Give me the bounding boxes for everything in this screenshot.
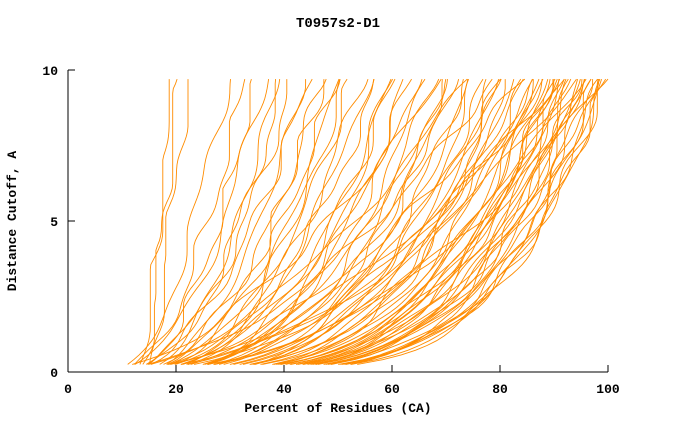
model-curve	[315, 79, 554, 365]
x-tick-label: 100	[596, 382, 620, 397]
model-curve	[207, 78, 393, 365]
model-curve	[229, 78, 469, 365]
model-curve	[310, 78, 567, 365]
model-curve	[145, 79, 277, 365]
x-tick-label: 0	[64, 382, 72, 397]
model-curve	[167, 79, 341, 365]
model-curve	[307, 79, 560, 365]
model-curve	[168, 79, 375, 365]
model-curve	[207, 78, 609, 365]
model-curve	[147, 78, 493, 365]
model-curve	[289, 79, 551, 365]
model-curve	[253, 79, 506, 365]
model-curve	[233, 78, 484, 365]
model-curve	[302, 78, 549, 365]
model-curve	[250, 78, 524, 365]
model-curve	[295, 78, 558, 365]
model-curve	[181, 78, 577, 365]
y-tick-label: 0	[50, 366, 58, 381]
model-curve	[325, 78, 592, 365]
y-tick-label: 5	[50, 215, 58, 230]
model-curve	[150, 78, 468, 365]
model-curve	[278, 78, 522, 365]
model-curve	[163, 79, 325, 365]
model-curve	[351, 78, 607, 365]
model-curve	[208, 78, 426, 365]
model-curve	[148, 79, 189, 365]
model-curve	[312, 78, 569, 365]
x-tick-label: 80	[492, 382, 508, 397]
model-curve	[133, 78, 246, 365]
model-curve	[166, 79, 307, 365]
x-axis-label: Percent of Residues (CA)	[244, 401, 431, 416]
model-curve	[262, 78, 534, 365]
model-curves-group	[127, 78, 609, 365]
model-curve	[317, 78, 581, 365]
model-curve	[213, 78, 440, 365]
axes-group: 0 20 40 60 80 100 0 5 10	[42, 64, 620, 397]
model-curve	[167, 78, 561, 365]
model-curve	[330, 78, 586, 365]
model-curve	[180, 78, 375, 365]
model-curve	[150, 78, 313, 365]
model-curve	[213, 78, 587, 365]
model-curve	[182, 78, 369, 365]
model-curve	[147, 79, 288, 365]
model-curve	[249, 78, 487, 365]
model-curve	[276, 78, 501, 365]
model-curve	[272, 78, 515, 365]
model-curve	[186, 78, 340, 365]
y-tick-label: 10	[42, 64, 58, 79]
y-axis-label: Distance Cutoff, A	[5, 151, 20, 292]
model-curve	[175, 78, 348, 365]
model-curve	[159, 79, 281, 365]
model-curve	[139, 79, 170, 365]
model-curve	[357, 78, 601, 365]
model-curve	[254, 79, 447, 365]
model-curve	[174, 78, 327, 365]
model-curve	[331, 79, 583, 365]
chart-title: T0957s2-D1	[296, 16, 380, 32]
model-curve	[297, 79, 555, 365]
model-curve	[187, 78, 396, 365]
model-curve	[187, 78, 544, 365]
x-tick-label: 60	[384, 382, 400, 397]
model-curve	[338, 79, 600, 365]
model-curve	[170, 78, 526, 365]
model-curve	[134, 79, 270, 365]
model-curve	[207, 78, 404, 365]
model-curve	[214, 78, 460, 365]
x-tick-label: 40	[276, 382, 292, 397]
model-curve	[190, 78, 412, 365]
model-curve	[344, 78, 598, 365]
model-curve	[127, 79, 231, 365]
model-curve	[142, 78, 178, 365]
x-tick-label: 20	[168, 382, 184, 397]
model-curve	[132, 78, 442, 365]
model-curve	[340, 79, 594, 365]
model-curve	[169, 78, 341, 365]
model-curve	[342, 79, 599, 365]
